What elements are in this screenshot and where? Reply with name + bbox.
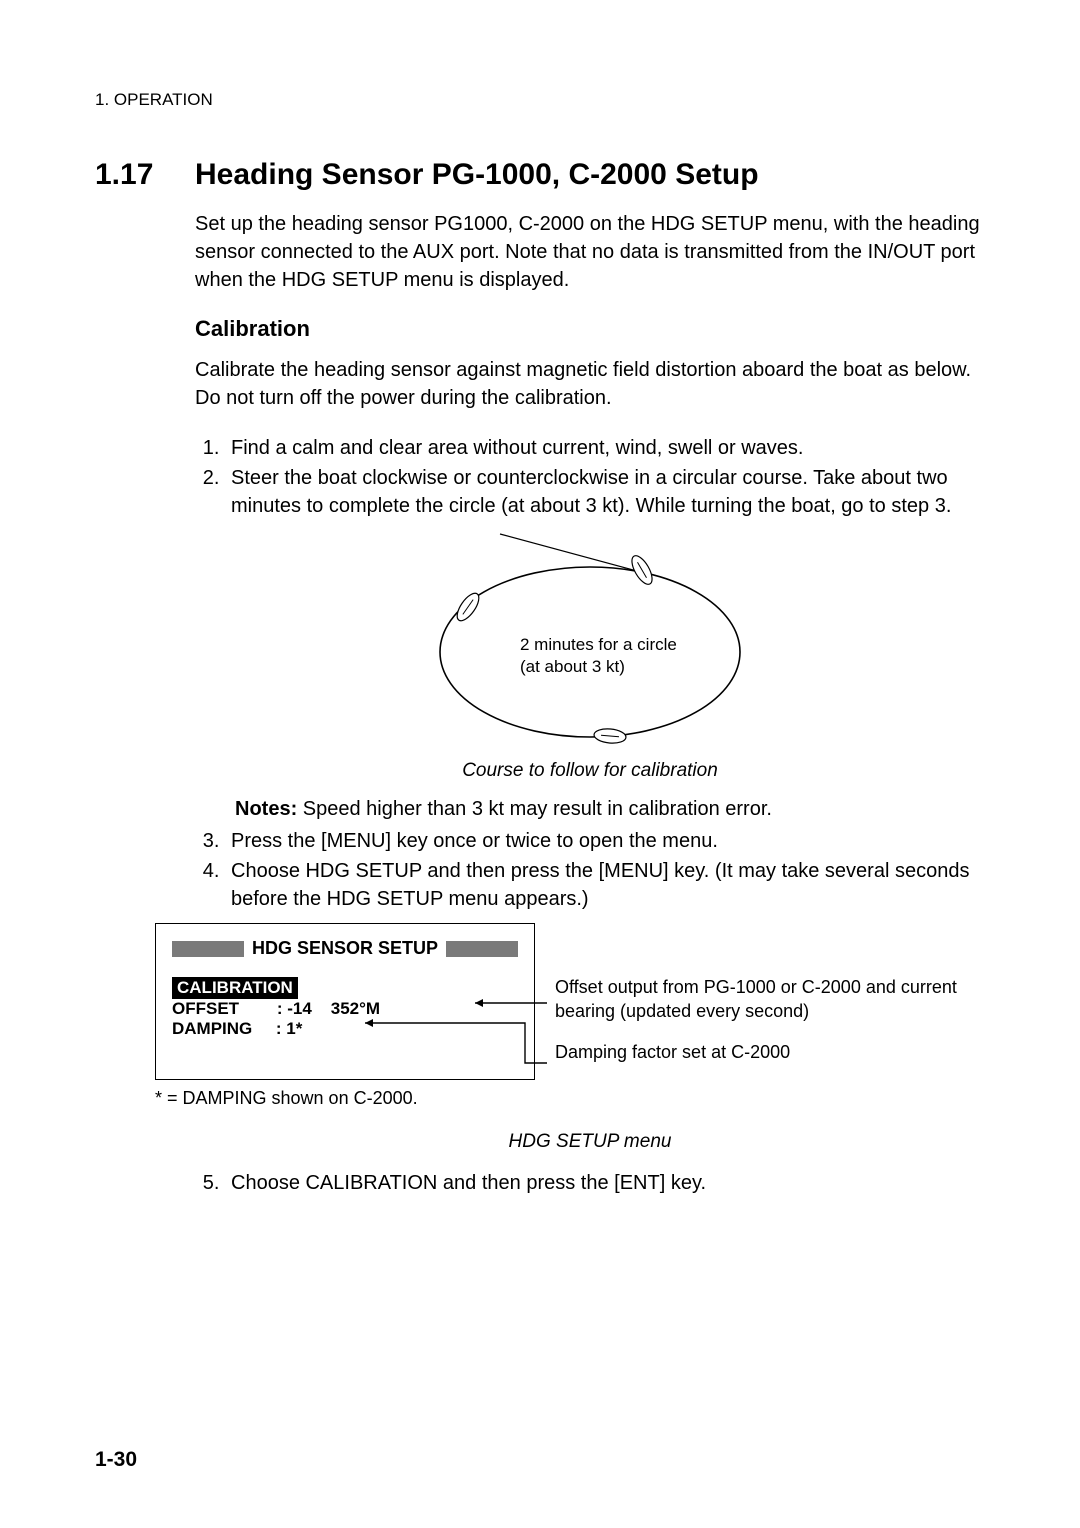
callout-offset: Offset output from PG-1000 or C-2000 and… <box>555 975 985 1024</box>
notes-line: Notes: Speed higher than 3 kt may result… <box>235 798 985 821</box>
damping-row: DAMPING : 1* <box>172 1019 518 1039</box>
figure2-caption: HDG SETUP menu <box>195 1131 985 1153</box>
offset-bearing: 352°M <box>331 999 380 1018</box>
running-header: 1. OPERATION <box>95 90 985 110</box>
steps-list-a: Find a calm and clear area without curre… <box>195 434 985 520</box>
steps-list-c: Choose CALIBRATION and then press the [E… <box>195 1169 985 1197</box>
section-title: Heading Sensor PG-1000, C-2000 Setup <box>195 158 759 192</box>
step-item: Choose HDG SETUP and then press the [MEN… <box>225 857 985 913</box>
notes-label: Notes: <box>235 798 297 820</box>
step-item: Choose CALIBRATION and then press the [E… <box>225 1169 985 1197</box>
footnote-text: * = DAMPING shown on C-2000. <box>155 1088 418 1108</box>
step-item: Find a calm and clear area without curre… <box>225 434 985 462</box>
title-bar-left <box>172 941 244 957</box>
step-item: Steer the boat clockwise or counterclock… <box>225 464 985 520</box>
calibration-row: CALIBRATION <box>172 977 518 999</box>
damping-value: : 1* <box>276 1019 302 1038</box>
calibration-heading: Calibration <box>195 316 985 342</box>
offset-row: OFFSET : -14 352°M <box>172 999 518 1019</box>
calibration-paragraph: Calibrate the heading sensor against mag… <box>195 356 985 412</box>
callout-column: Offset output from PG-1000 or C-2000 and… <box>535 923 985 1080</box>
section-heading: 1.17 Heading Sensor PG-1000, C-2000 Setu… <box>95 158 985 192</box>
circle-label-2: (at about 3 kt) <box>520 657 625 676</box>
figure1-caption: Course to follow for calibration <box>195 760 985 782</box>
circle-course-svg: 2 minutes for a circle (at about 3 kt) <box>390 532 790 752</box>
offset-label: OFFSET <box>172 999 239 1018</box>
page-number: 1-30 <box>95 1448 137 1472</box>
setup-title-row: HDG SENSOR SETUP <box>172 938 518 959</box>
damping-footnote: * = DAMPING shown on C-2000. <box>155 1088 985 1109</box>
damping-label: DAMPING <box>172 1019 252 1038</box>
step-item: Press the [MENU] key once or twice to op… <box>225 827 985 855</box>
section-number: 1.17 <box>95 158 195 192</box>
setup-row: HDG SENSOR SETUP CALIBRATION OFFSET : -1… <box>155 923 985 1080</box>
callout-damping: Damping factor set at C-2000 <box>555 1040 985 1064</box>
title-bar-right <box>446 941 518 957</box>
offset-value: : -14 <box>277 999 312 1018</box>
notes-text: Speed higher than 3 kt may result in cal… <box>297 798 772 820</box>
section-intro: Set up the heading sensor PG1000, C-2000… <box>195 210 985 294</box>
setup-title: HDG SENSOR SETUP <box>252 938 438 959</box>
circle-label-1: 2 minutes for a circle <box>520 635 677 654</box>
hdg-setup-box: HDG SENSOR SETUP CALIBRATION OFFSET : -1… <box>155 923 535 1080</box>
steps-list-b: Press the [MENU] key once or twice to op… <box>195 827 985 913</box>
circle-figure: 2 minutes for a circle (at about 3 kt) <box>195 532 985 752</box>
calibration-label: CALIBRATION <box>172 977 298 999</box>
